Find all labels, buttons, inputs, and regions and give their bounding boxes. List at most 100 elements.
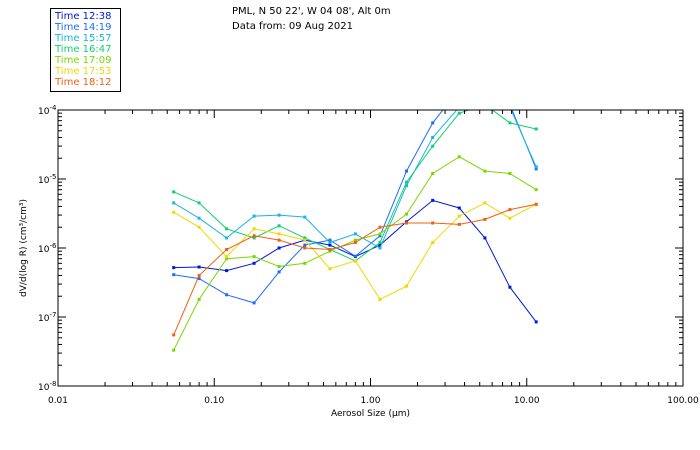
data-point <box>483 217 487 221</box>
data-point <box>252 236 256 240</box>
data-point <box>378 234 382 238</box>
plot-frame <box>57 109 684 387</box>
data-point <box>197 277 201 281</box>
legend-item-6: Time 17:53 <box>55 66 112 77</box>
y-tick-label: 10-4 <box>38 104 57 117</box>
x-tick-label: 0.10 <box>204 396 224 406</box>
y-tick-label: 10-8 <box>38 380 56 393</box>
series-7 <box>172 202 538 337</box>
data-point <box>225 269 229 273</box>
chart-title: PML, N 50 22', W 04 08', Alt 0m <box>232 6 391 17</box>
series-2 <box>172 85 538 305</box>
data-point <box>483 85 486 88</box>
data-point <box>252 255 256 259</box>
data-point <box>378 241 382 244</box>
data-point <box>431 221 435 225</box>
data-point <box>378 232 382 236</box>
data-point <box>457 222 461 226</box>
y-tick-label: 10-5 <box>38 173 56 186</box>
data-point <box>431 144 435 148</box>
series-3 <box>172 96 538 250</box>
data-point <box>252 301 256 305</box>
data-point <box>353 259 357 263</box>
data-point <box>378 225 382 229</box>
data-point <box>252 234 256 238</box>
data-point <box>197 201 201 205</box>
series-line <box>173 202 537 301</box>
data-point <box>508 216 512 220</box>
data-point <box>457 206 461 210</box>
data-point <box>353 238 357 242</box>
data-point <box>534 165 538 169</box>
data-point <box>303 236 307 240</box>
data-point <box>405 212 408 216</box>
data-point <box>172 210 176 214</box>
data-point <box>353 254 357 258</box>
data-point <box>197 297 201 301</box>
data-point <box>405 184 408 188</box>
data-point <box>277 213 281 217</box>
axes-layer: 0.01 0.10 1.00 10.00 100.00 10-8 10-7 10-6 10-5 1… <box>38 104 699 406</box>
data-point <box>353 241 357 244</box>
data-point <box>225 255 229 259</box>
data-point <box>172 348 176 352</box>
series-layer <box>172 85 538 352</box>
data-point <box>483 103 486 106</box>
data-point <box>328 241 332 244</box>
data-point <box>328 249 332 253</box>
data-point <box>483 96 486 99</box>
data-point <box>458 88 461 91</box>
data-point <box>277 232 281 236</box>
data-point <box>277 265 281 268</box>
data-point <box>508 103 511 106</box>
data-point <box>252 214 256 218</box>
data-point <box>534 202 538 206</box>
data-point <box>378 297 382 301</box>
data-point <box>431 241 435 244</box>
data-point <box>303 215 307 219</box>
data-point <box>431 198 435 202</box>
data-point <box>508 106 511 109</box>
data-point <box>197 274 201 277</box>
data-point <box>457 155 461 159</box>
x-tick-label: 0.01 <box>48 396 68 406</box>
data-point <box>225 293 229 297</box>
data-point <box>303 243 307 247</box>
data-point <box>405 169 408 173</box>
data-point <box>172 190 176 194</box>
legend-item-7: Time 18:12 <box>55 77 112 88</box>
data-point <box>405 221 408 225</box>
data-point <box>197 216 201 220</box>
legend-item-2: Time 14:19 <box>55 22 112 33</box>
data-point <box>225 227 229 231</box>
data-point <box>303 238 307 242</box>
data-point <box>378 243 382 247</box>
data-point <box>457 111 461 115</box>
legend-item-1: Time 12:38 <box>55 11 112 22</box>
data-point <box>458 106 461 109</box>
series-6 <box>172 201 538 301</box>
data-point <box>328 267 332 271</box>
data-point <box>431 172 435 175</box>
data-point <box>534 320 538 324</box>
y-tick-label: 10-6 <box>38 242 57 255</box>
data-point <box>405 284 408 288</box>
data-point <box>534 188 538 192</box>
series-5 <box>172 155 538 352</box>
data-point <box>508 172 512 175</box>
data-point <box>353 232 357 236</box>
x-tick-label: 10.00 <box>514 396 540 406</box>
data-point <box>277 224 281 228</box>
data-point <box>252 261 256 265</box>
data-point <box>431 121 435 125</box>
data-point <box>483 169 487 173</box>
data-point <box>197 265 201 269</box>
data-point <box>483 201 487 205</box>
chart-subtitle: Data from: 09 Aug 2021 <box>232 21 353 32</box>
data-point <box>252 227 256 231</box>
data-point <box>225 257 229 261</box>
data-point <box>534 167 538 171</box>
x-axis-label: Aerosol Size (μm) <box>331 409 410 419</box>
data-point <box>303 246 307 250</box>
